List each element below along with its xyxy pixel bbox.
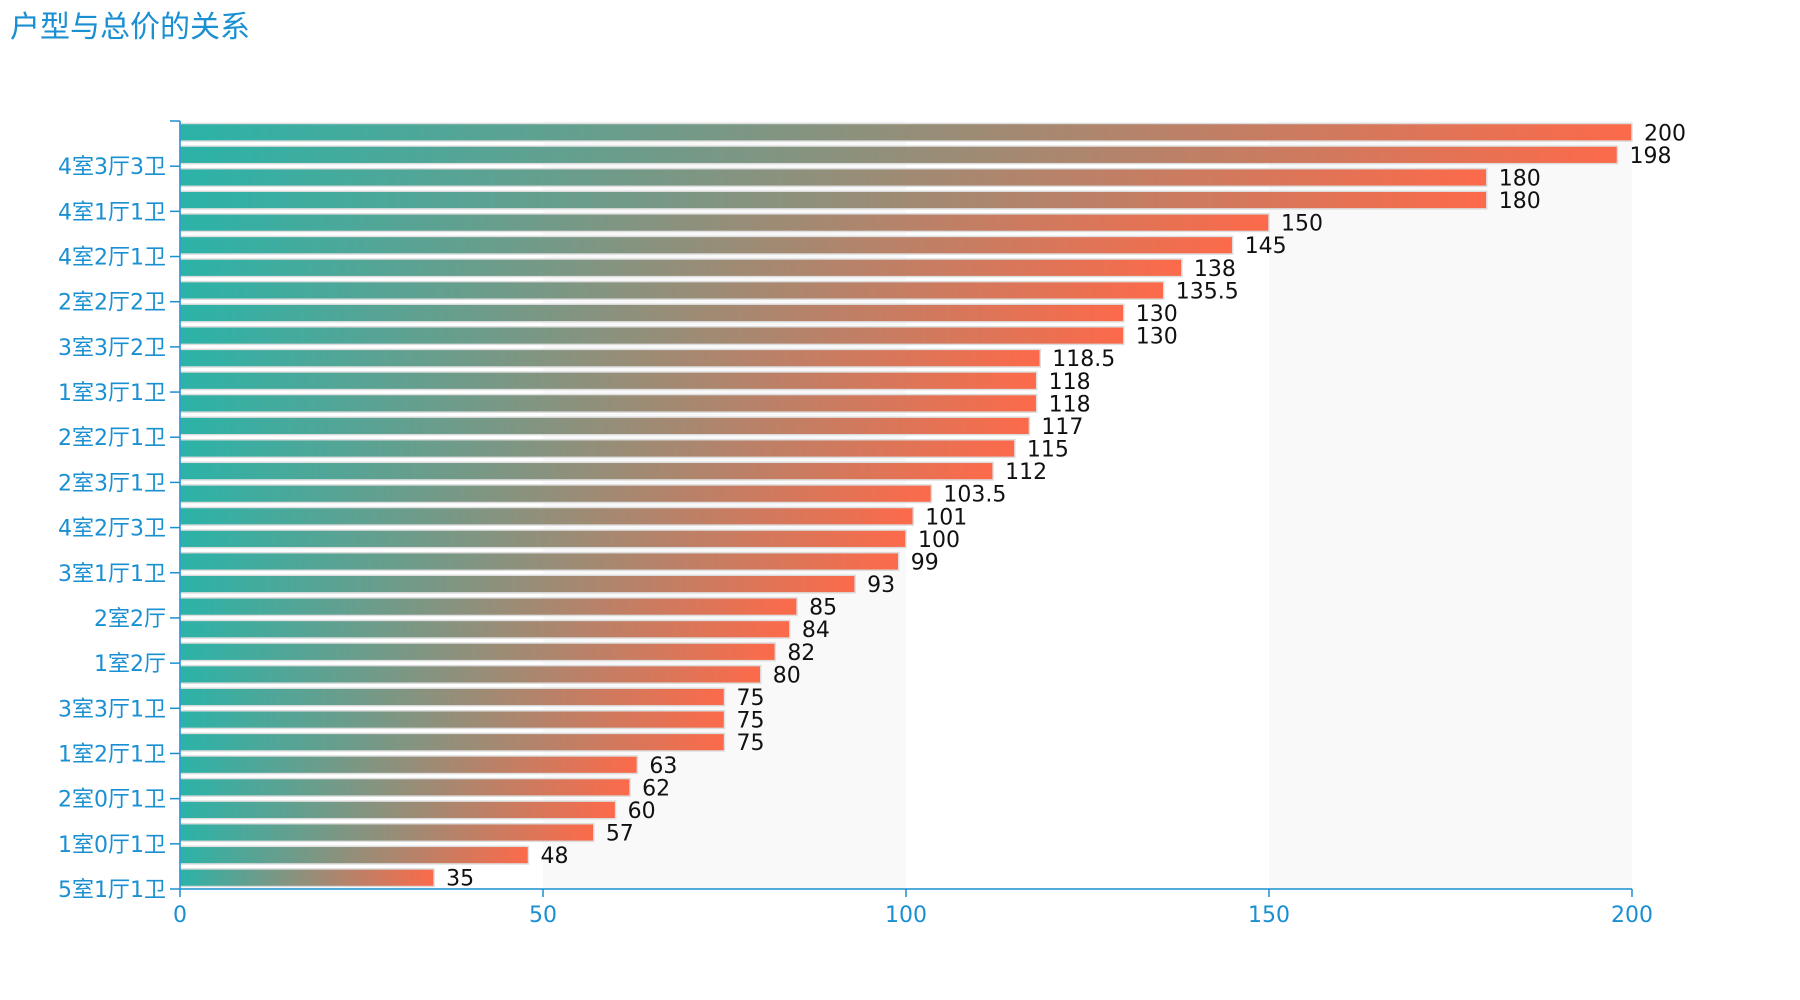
data-label: 80 (773, 663, 801, 688)
data-label: 130 (1136, 302, 1178, 327)
x-axis: 0 50 100 150 200 (173, 888, 1653, 928)
bar (179, 122, 1633, 142)
bar (179, 777, 631, 797)
data-label: 118.5 (1052, 347, 1115, 372)
y-tick-label: 1室2厅 (94, 652, 166, 677)
data-label: 75 (737, 686, 765, 711)
data-label: 75 (737, 709, 765, 734)
bar (179, 710, 726, 730)
bar (179, 687, 726, 707)
data-label: 118 (1049, 370, 1091, 395)
bar (179, 438, 1016, 459)
data-label: 138 (1194, 257, 1236, 282)
data-label: 93 (867, 573, 895, 598)
bar (179, 303, 1125, 323)
bar (179, 597, 798, 617)
y-tick-label: 5室1厅1卫 (58, 878, 166, 903)
bar (179, 416, 1031, 436)
data-label: 57 (606, 822, 634, 847)
x-tick-label: 150 (1248, 903, 1290, 928)
data-label: 62 (642, 776, 670, 801)
data-label: 99 (911, 550, 939, 575)
data-label: 135.5 (1176, 279, 1239, 304)
x-tick-label: 0 (173, 903, 187, 928)
bar (179, 642, 777, 662)
bar (179, 755, 639, 775)
data-label: 60 (628, 799, 656, 824)
bar (179, 845, 530, 865)
bar (179, 506, 915, 526)
data-label: 82 (787, 641, 815, 666)
bar (179, 732, 726, 752)
data-label: 112 (1005, 460, 1047, 485)
y-tick-label: 3室1厅1卫 (58, 562, 166, 587)
split-area (1269, 121, 1632, 889)
bar (179, 326, 1125, 346)
bar (179, 484, 933, 504)
y-tick-label: 1室3厅1卫 (58, 381, 166, 406)
y-tick-label: 4室1厅1卫 (58, 200, 166, 225)
y-tick-label: 4室2厅1卫 (58, 246, 166, 271)
bar (179, 619, 791, 639)
bar (179, 190, 1488, 210)
data-label: 198 (1629, 144, 1671, 169)
data-labels: 354857606263757575808284859399100101103.… (446, 121, 1686, 891)
bar (179, 461, 994, 481)
data-label: 180 (1499, 166, 1541, 191)
y-tick-label: 4室3厅3卫 (58, 155, 166, 180)
data-label: 100 (918, 528, 960, 553)
data-label: 84 (802, 618, 830, 643)
data-label: 101 (925, 505, 967, 530)
bar (179, 822, 595, 843)
bar (179, 235, 1234, 255)
y-tick-label: 2室2厅2卫 (58, 291, 166, 316)
bar (179, 551, 900, 572)
y-tick-label: 4室2厅3卫 (58, 517, 166, 542)
bar (179, 664, 762, 684)
y-tick-label: 1室0厅1卫 (58, 833, 166, 858)
bar (179, 258, 1183, 278)
data-label: 48 (540, 844, 568, 869)
x-tick-label: 100 (885, 903, 927, 928)
y-tick-label: 2室0厅1卫 (58, 788, 166, 813)
y-tick-label: 2室2厅 (94, 607, 166, 632)
y-tick-label: 2室2厅1卫 (58, 426, 166, 451)
chart-title: 户型与总价的关系 (10, 10, 250, 45)
data-label: 200 (1644, 121, 1686, 146)
data-label: 117 (1041, 415, 1083, 440)
y-axis: 5室1厅1卫 1室0厅1卫 2室0厅1卫 1室2厅1卫 3室3厅1卫 1室2厅 2室2厅 3室… (58, 120, 181, 903)
x-tick-label: 200 (1611, 903, 1653, 928)
bar (179, 393, 1038, 413)
y-tick-label: 3室3厅1卫 (58, 697, 166, 722)
data-label: 115 (1027, 438, 1069, 463)
y-tick-label: 3室3厅2卫 (58, 336, 166, 361)
bar (179, 800, 617, 820)
data-label: 63 (649, 754, 677, 779)
data-label: 145 (1245, 234, 1287, 259)
data-label: 150 (1281, 212, 1323, 237)
x-tick-label: 50 (529, 903, 557, 928)
bar (179, 574, 856, 594)
data-label: 118 (1049, 392, 1091, 417)
bar (179, 145, 1619, 165)
data-label: 75 (737, 731, 765, 756)
bar (179, 213, 1270, 233)
bar (179, 529, 907, 549)
data-label: 35 (446, 867, 474, 892)
bar (179, 868, 435, 888)
bar (179, 280, 1165, 300)
data-label: 103.5 (943, 483, 1006, 508)
data-label: 130 (1136, 325, 1178, 350)
y-tick-label: 2室3厅1卫 (58, 471, 166, 496)
y-tick-label: 1室2厅1卫 (58, 742, 166, 767)
bar (179, 348, 1042, 368)
data-label: 180 (1499, 189, 1541, 214)
bar (179, 167, 1488, 188)
bar (179, 371, 1038, 391)
data-label: 85 (809, 596, 837, 621)
